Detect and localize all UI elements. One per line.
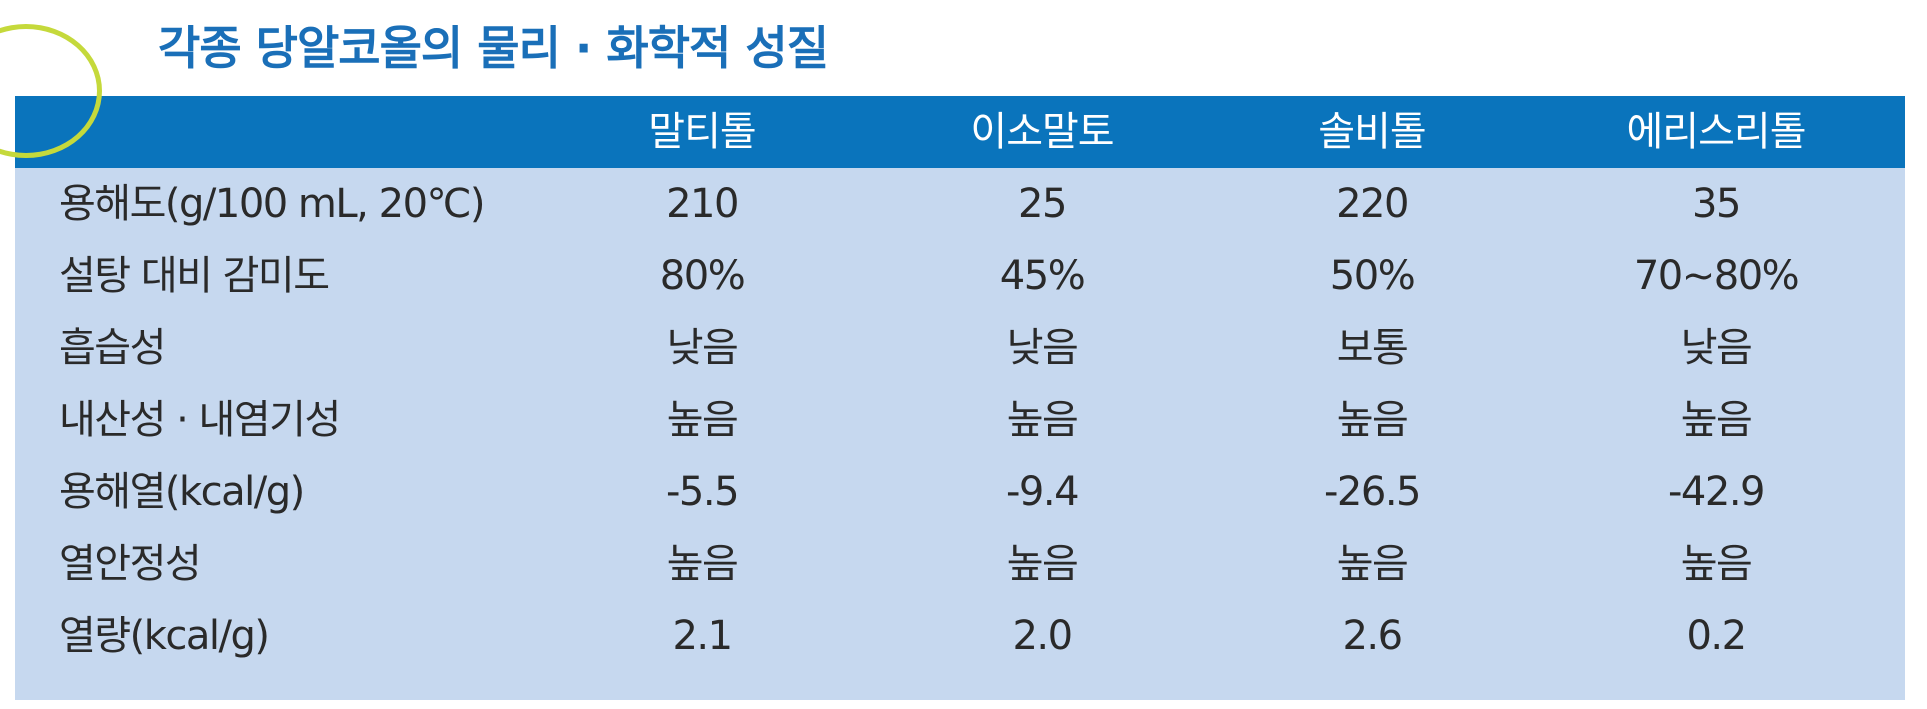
table-cell: 높음 — [666, 397, 739, 443]
table-cell: 70~80% — [1633, 253, 1800, 299]
row-label-hygroscopicity: 흡습성 — [59, 325, 166, 371]
table-cell: 25 — [1018, 181, 1067, 227]
table-cell: 낮음 — [666, 325, 739, 371]
table-cell: -9.4 — [1005, 469, 1080, 515]
table-cell: 0.2 — [1686, 613, 1747, 659]
table-cell: 높음 — [1006, 397, 1079, 443]
table-cell: 높음 — [1336, 541, 1409, 587]
table-cell: -26.5 — [1324, 469, 1422, 515]
row-label-heat-of-solution: 용해열(kcal/g) — [59, 469, 305, 515]
row-label-calories: 열량(kcal/g) — [59, 613, 270, 659]
table-cell: 50% — [1329, 253, 1416, 299]
table-cell: -5.5 — [665, 469, 740, 515]
row-label-sweetness: 설탕 대비 감미도 — [59, 253, 330, 299]
table-cell: 2.6 — [1342, 613, 1403, 659]
table-cell: 높음 — [666, 541, 739, 587]
table-cell: 210 — [666, 181, 739, 227]
table-cell: 45% — [999, 253, 1086, 299]
column-header-isomalt: 이소말토 — [970, 109, 1114, 155]
table-header-row: 말티톨 이소말토 솔비톨 에리스리톨 — [15, 96, 1905, 168]
properties-table: 말티톨 이소말토 솔비톨 에리스리톨 용해도(g/100 mL, 20℃) 21… — [15, 96, 1905, 700]
table-cell: 높음 — [1336, 397, 1409, 443]
table-cell: 2.1 — [672, 613, 733, 659]
column-header-maltitol: 말티톨 — [648, 109, 756, 155]
table-cell: 보통 — [1336, 325, 1409, 371]
row-label-heat-stability: 열안정성 — [59, 541, 202, 587]
table-cell: -42.9 — [1668, 469, 1766, 515]
table-cell: 80% — [659, 253, 746, 299]
table-cell: 220 — [1336, 181, 1409, 227]
table-cell: 높음 — [1006, 541, 1079, 587]
column-header-erythritol: 에리스리톨 — [1626, 109, 1807, 155]
table-cell: 낮음 — [1680, 325, 1753, 371]
column-header-sorbitol: 솔비톨 — [1318, 109, 1426, 155]
table-cell: 낮음 — [1006, 325, 1079, 371]
row-label-solubility: 용해도(g/100 mL, 20℃) — [59, 181, 486, 227]
table-cell: 높음 — [1680, 397, 1753, 443]
page-title: 각종 당알코올의 물리 · 화학적 성질 — [158, 21, 829, 75]
table-cell: 높음 — [1680, 541, 1753, 587]
table-cell: 35 — [1692, 181, 1741, 227]
row-label-acid-alkali-resistance: 내산성 · 내염기성 — [59, 397, 341, 443]
table-cell: 2.0 — [1012, 613, 1073, 659]
